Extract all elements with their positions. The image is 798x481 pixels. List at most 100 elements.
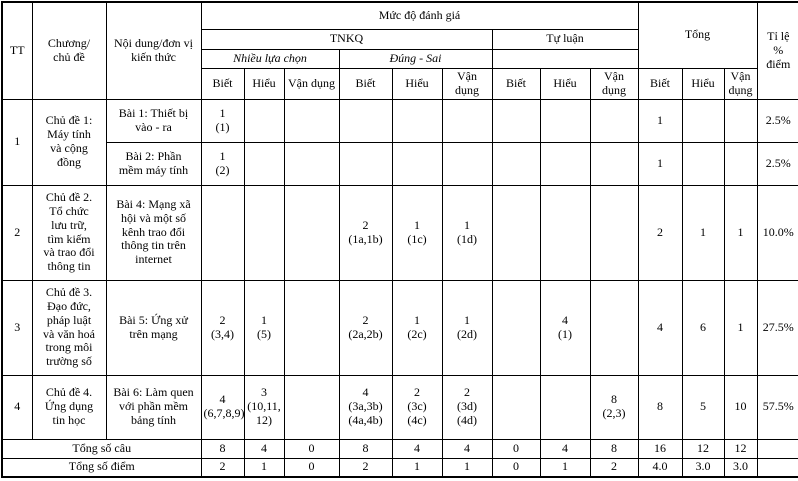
score-cell: 2 (1a,1b) — [338, 184, 393, 281]
score-cell: 1 (2) — [200, 141, 245, 186]
footer-cell: 16 — [637, 438, 683, 459]
footer-label-total-points: Tổng số điểm — [1, 457, 202, 478]
footer-cell: 3.0 — [681, 457, 725, 478]
chapter-cell: Chủ đề 2. Tổ chức lưu trữ, tìm kiếm và t… — [31, 184, 107, 281]
total-cell: 4 — [637, 279, 683, 376]
score-cell — [338, 141, 393, 186]
score-cell — [283, 98, 340, 143]
score-cell — [539, 98, 591, 143]
score-cell — [589, 98, 639, 143]
lesson-cell: Bài 5: Ứng xử trên mạng — [105, 279, 202, 376]
score-cell — [491, 98, 541, 143]
total-cell: 2 — [637, 184, 683, 281]
score-cell: 1 (5) — [243, 279, 285, 376]
header-level-know: Biết — [200, 67, 245, 100]
total-cell — [723, 98, 758, 143]
header-level-understand: Hiểu — [539, 67, 591, 100]
footer-cell: 2 — [338, 457, 393, 478]
score-cell: 2 (3d) (4d) — [441, 374, 493, 440]
chapter-cell: Chủ đề 3. Đạo đức, pháp luật và văn hoá … — [31, 279, 107, 376]
row-tt: 1 — [1, 98, 33, 186]
score-cell: 4 (6,7,8,9) — [200, 374, 245, 440]
score-cell — [491, 279, 541, 376]
score-cell — [441, 141, 493, 186]
header-chapter: Chương/ chủ đề — [31, 1, 107, 100]
header-level-understand: Hiểu — [243, 67, 285, 100]
score-cell — [391, 98, 443, 143]
score-cell — [491, 141, 541, 186]
score-cell — [283, 184, 340, 281]
score-cell: 2 (3,4) — [200, 279, 245, 376]
percent-cell: 27.5% — [756, 279, 798, 376]
total-cell — [723, 141, 758, 186]
footer-cell — [756, 457, 798, 478]
score-cell — [200, 184, 245, 281]
score-cell — [589, 279, 639, 376]
score-cell: 1 (1) — [200, 98, 245, 143]
header-level-know: Biết — [637, 67, 683, 100]
header-level-know: Biết — [338, 67, 393, 100]
score-cell — [539, 184, 591, 281]
score-cell: 4 (3a,3b) (4a,4b) — [338, 374, 393, 440]
score-cell — [243, 141, 285, 186]
header-essay-spacer — [491, 48, 639, 69]
total-cell: 1 — [637, 98, 683, 143]
header-tnkq: TNKQ — [200, 28, 493, 50]
header-multiple-choice: Nhiều lựa chọn — [200, 48, 340, 69]
score-cell — [283, 374, 340, 440]
footer-cell: 3.0 — [723, 457, 758, 478]
score-cell: 4 (1) — [539, 279, 591, 376]
footer-cell: 4 — [243, 438, 285, 459]
total-cell: 1 — [723, 279, 758, 376]
score-cell — [441, 98, 493, 143]
score-cell — [491, 374, 541, 440]
header-true-false: Đúng - Sai — [338, 48, 493, 69]
footer-cell: 0 — [283, 457, 340, 478]
total-cell — [681, 141, 725, 186]
footer-label-total-questions: Tổng số câu — [1, 438, 202, 459]
footer-cell: 8 — [338, 438, 393, 459]
score-cell: 3 (10,11, 12) — [243, 374, 285, 440]
score-cell — [589, 141, 639, 186]
score-cell: 1 (2c) — [391, 279, 443, 376]
row-tt: 4 — [1, 374, 33, 440]
score-cell — [491, 184, 541, 281]
header-level-apply: Vận dụng — [589, 67, 639, 100]
score-cell — [539, 141, 591, 186]
footer-cell: 8 — [200, 438, 245, 459]
footer-cell: 0 — [491, 457, 541, 478]
percent-cell: 10.0% — [756, 184, 798, 281]
footer-cell: 1 — [441, 457, 493, 478]
chapter-cell: Chủ đề 1: Máy tính và cộng đồng — [31, 98, 107, 186]
footer-cell: 8 — [589, 438, 639, 459]
footer-cell — [756, 438, 798, 459]
percent-cell: 57.5% — [756, 374, 798, 440]
score-cell — [338, 98, 393, 143]
total-cell: 8 — [637, 374, 683, 440]
lesson-cell: Bài 4: Mạng xã hội và một số kênh trao đ… — [105, 184, 202, 281]
header-level-understand: Hiểu — [681, 67, 725, 100]
chapter-cell: Chủ đề 4. Ứng dụng tin học — [31, 374, 107, 440]
footer-cell: 12 — [723, 438, 758, 459]
score-cell: 2 (3c) (4c) — [391, 374, 443, 440]
score-cell: 8 (2,3) — [589, 374, 639, 440]
score-cell — [539, 374, 591, 440]
score-cell — [283, 141, 340, 186]
score-cell: 1 (1c) — [391, 184, 443, 281]
total-cell: 6 — [681, 279, 725, 376]
footer-cell: 1 — [243, 457, 285, 478]
score-cell: 1 (2d) — [441, 279, 493, 376]
footer-cell: 2 — [589, 457, 639, 478]
header-level-understand: Hiểu — [391, 67, 443, 100]
percent-cell: 2.5% — [756, 141, 798, 186]
percent-cell: 2.5% — [756, 98, 798, 143]
score-cell — [589, 184, 639, 281]
total-cell: 1 — [681, 184, 725, 281]
total-cell: 10 — [723, 374, 758, 440]
footer-cell: 1 — [391, 457, 443, 478]
footer-cell: 4.0 — [637, 457, 683, 478]
score-cell — [243, 98, 285, 143]
score-cell — [283, 279, 340, 376]
